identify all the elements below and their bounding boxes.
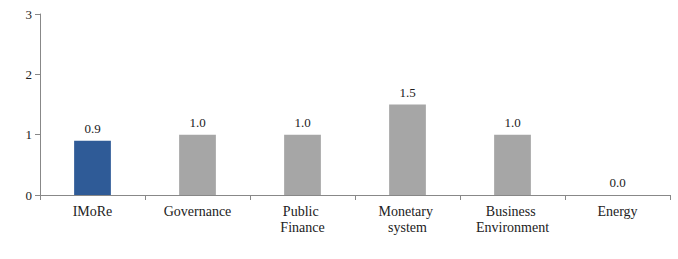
svg-text:Governance: Governance	[164, 204, 232, 219]
svg-text:1: 1	[26, 127, 33, 142]
svg-text:Finance: Finance	[280, 220, 324, 235]
svg-text:1.0: 1.0	[189, 115, 205, 130]
svg-text:Environment: Environment	[476, 220, 549, 235]
svg-text:system: system	[388, 220, 427, 235]
svg-text:0.9: 0.9	[84, 121, 100, 136]
svg-text:0.0: 0.0	[609, 175, 625, 190]
svg-text:Public: Public	[283, 204, 322, 219]
svg-text:Monetary: Monetary	[379, 204, 437, 219]
svg-text:0: 0	[26, 188, 33, 203]
svg-text:Energy: Energy	[597, 204, 637, 219]
svg-text:Business: Business	[486, 204, 539, 219]
svg-text:IMoRe: IMoRe	[73, 204, 113, 219]
svg-text:1.0: 1.0	[504, 115, 520, 130]
svg-text:2: 2	[26, 67, 33, 82]
svg-text:3: 3	[26, 7, 33, 22]
svg-text:1.0: 1.0	[294, 115, 310, 130]
svg-text:1.5: 1.5	[399, 85, 415, 100]
